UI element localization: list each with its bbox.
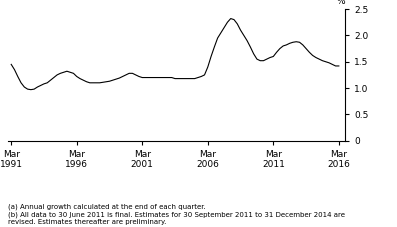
Text: (a) Annual growth calculated at the end of each quarter.
(b) All data to 30 June: (a) Annual growth calculated at the end … bbox=[8, 204, 345, 225]
Text: %: % bbox=[337, 0, 345, 6]
